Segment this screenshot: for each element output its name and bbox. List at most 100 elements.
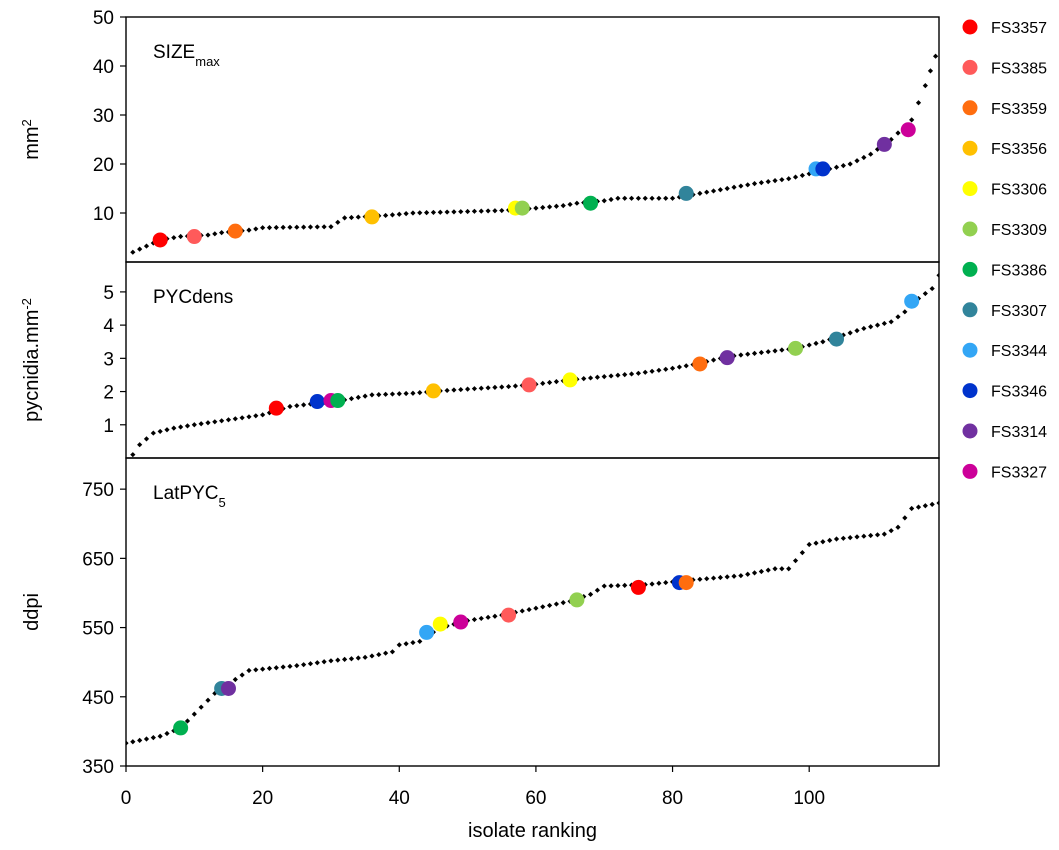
ranking-point bbox=[888, 528, 894, 534]
ranking-point bbox=[546, 379, 553, 386]
ranking-point bbox=[751, 570, 758, 576]
panel-label: SIZEmax bbox=[153, 42, 220, 69]
ranking-point bbox=[246, 667, 252, 674]
y-tick-label: 40 bbox=[93, 57, 114, 78]
ranking-point bbox=[499, 207, 505, 214]
highlight-point-fs3359 bbox=[678, 575, 694, 591]
chart-panels: 10 20 30 40 50 mm2 SIZEmax 1 2 3 4 5 pycnidia.mm-2 PY… bbox=[19, 8, 940, 778]
ranking-point bbox=[929, 285, 935, 292]
y-axis-title: pycnidia.mm-2 bbox=[19, 298, 44, 422]
legend-label: FS3344 bbox=[991, 343, 1047, 360]
ranking-point bbox=[403, 390, 409, 397]
highlight-point-fs3309 bbox=[569, 592, 585, 608]
ranking-point bbox=[806, 342, 812, 348]
y-tick-label: 450 bbox=[82, 688, 114, 709]
ranking-point bbox=[799, 549, 805, 556]
ranking-point bbox=[601, 198, 607, 204]
ranking-point bbox=[758, 568, 764, 575]
ranking-point bbox=[239, 672, 245, 678]
y-tick-label: 2 bbox=[103, 383, 114, 404]
legend-item: FS3346 bbox=[962, 383, 1047, 401]
ranking-point bbox=[403, 211, 409, 217]
ranking-point bbox=[779, 566, 785, 572]
legend-item: FS3314 bbox=[962, 423, 1047, 441]
ranking-point bbox=[246, 414, 252, 420]
ranking-point bbox=[335, 657, 341, 663]
ranking-point bbox=[471, 386, 478, 392]
ranking-point bbox=[540, 380, 546, 386]
highlight-point-fs3385 bbox=[501, 607, 517, 623]
ranking-markers bbox=[130, 272, 939, 458]
legend-label: FS3357 bbox=[991, 20, 1047, 37]
y-tick-label: 30 bbox=[93, 106, 114, 127]
ranking-point bbox=[348, 214, 355, 221]
legend-item: FS3357 bbox=[962, 19, 1047, 37]
ranking-point bbox=[656, 580, 662, 586]
ranking-point bbox=[403, 641, 409, 647]
legend-item: FS3309 bbox=[962, 221, 1047, 239]
ranking-point bbox=[540, 604, 546, 610]
panel-1: 10 20 30 40 50 mm2 SIZEmax bbox=[19, 8, 940, 263]
ranking-point bbox=[143, 436, 150, 442]
legend-item: FS3359 bbox=[962, 100, 1047, 118]
ranking-point bbox=[915, 504, 922, 510]
ranking-point bbox=[553, 601, 560, 607]
ranking-point bbox=[840, 163, 846, 169]
ranking-point bbox=[649, 195, 655, 201]
ranking-point bbox=[464, 386, 471, 392]
ranking-point bbox=[389, 391, 396, 397]
ranking-point bbox=[369, 392, 375, 398]
ranking-point bbox=[697, 190, 703, 196]
ranking-point bbox=[253, 667, 259, 673]
ranking-point bbox=[874, 532, 881, 538]
ranking-point bbox=[663, 366, 669, 372]
ranking-markers bbox=[130, 53, 939, 255]
ranking-point bbox=[608, 196, 614, 203]
ranking-point bbox=[253, 226, 259, 232]
ranking-point bbox=[219, 230, 225, 236]
ranking-point bbox=[854, 328, 860, 334]
ranking-point bbox=[157, 428, 163, 435]
ranking-point bbox=[499, 384, 505, 390]
ranking-point bbox=[126, 740, 129, 746]
ranking-point bbox=[376, 651, 382, 658]
ranking-point bbox=[328, 658, 334, 664]
panel-frame bbox=[125, 261, 940, 459]
ranking-point bbox=[321, 224, 327, 230]
highlight-point-fs3357 bbox=[630, 579, 646, 595]
ranking-point bbox=[854, 158, 860, 164]
ranking-point bbox=[273, 665, 279, 671]
highlight-point-fs3309 bbox=[514, 200, 530, 216]
ranking-point bbox=[137, 246, 143, 252]
ranking-point bbox=[130, 249, 136, 255]
ranking-point bbox=[881, 531, 887, 537]
ranking-point bbox=[540, 204, 546, 211]
ranking-point bbox=[512, 383, 519, 389]
ranking-point bbox=[260, 412, 266, 418]
y-tick-label: 4 bbox=[103, 316, 114, 337]
legend-item: FS3306 bbox=[962, 181, 1047, 199]
highlight-point-fs3357 bbox=[152, 232, 168, 248]
ranking-point bbox=[184, 423, 191, 429]
ranking-point bbox=[301, 662, 307, 668]
ranking-point bbox=[191, 422, 197, 428]
ranking-point bbox=[253, 413, 259, 419]
y-tick-label: 1 bbox=[103, 416, 114, 437]
ranking-point bbox=[553, 379, 560, 385]
panel-frame bbox=[125, 16, 940, 263]
highlight-point-fs3306 bbox=[432, 616, 448, 632]
ranking-point bbox=[649, 368, 655, 374]
panel-label: PYCdens bbox=[153, 287, 233, 308]
ranking-point bbox=[307, 224, 314, 230]
ranking-point bbox=[868, 324, 874, 330]
ranking-point bbox=[239, 415, 245, 421]
highlight-point-fs3314 bbox=[220, 680, 236, 696]
ranking-point bbox=[171, 235, 177, 241]
ranking-point bbox=[738, 352, 744, 358]
ranking-point bbox=[792, 174, 799, 180]
ranking-point bbox=[642, 195, 648, 201]
ranking-point bbox=[492, 208, 498, 214]
ranking-point bbox=[567, 201, 573, 208]
legend-label: FS3385 bbox=[991, 60, 1047, 77]
